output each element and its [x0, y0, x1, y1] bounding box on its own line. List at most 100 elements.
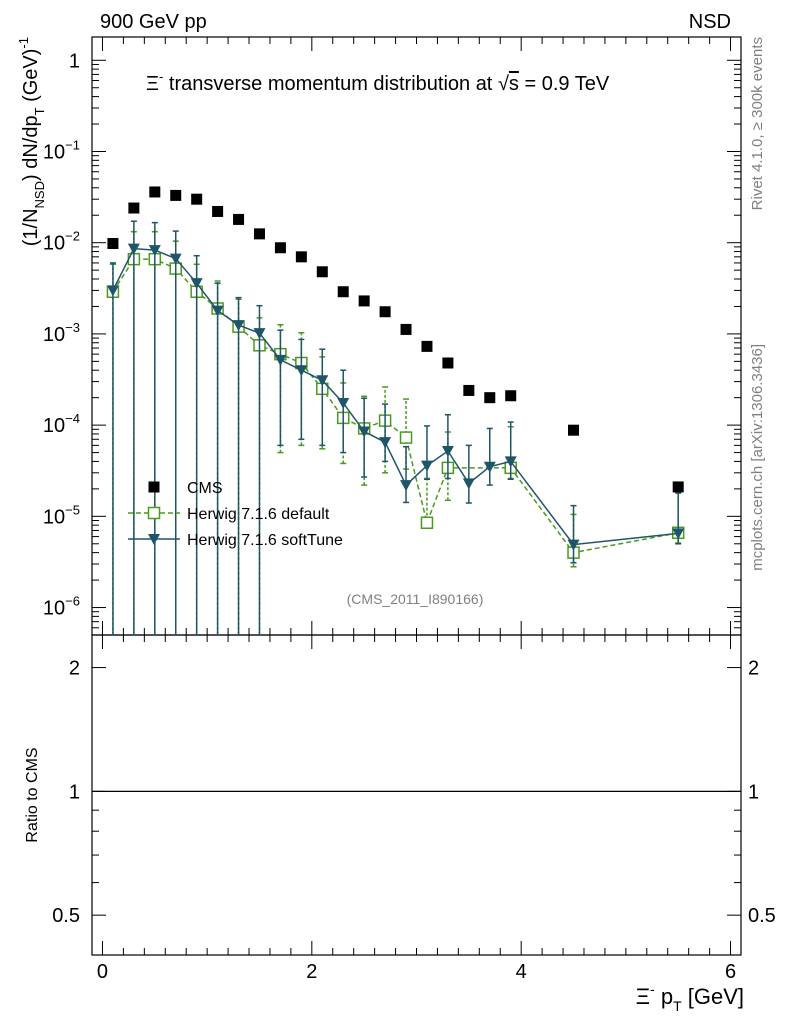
herwig-softtune-point	[441, 446, 454, 458]
cms-point	[316, 266, 328, 278]
ratio-y-tick-label-left: 0.5	[52, 905, 80, 927]
title-text: transverse momentum distribution at	[163, 73, 498, 95]
herwig-softtune-point	[295, 365, 308, 377]
ylabel-b: ) dN/dp	[20, 115, 42, 181]
herwig-softtune-point	[400, 480, 413, 492]
y-tick-exponent: −4	[65, 411, 80, 426]
header-right-label: NSD	[689, 11, 731, 33]
herwig-softtune-point	[127, 243, 140, 255]
herwig-softtune-point	[504, 456, 517, 468]
herwig-softtune-point	[672, 528, 685, 540]
y-tick-label: 1	[69, 50, 80, 72]
x-tick-label: 6	[725, 961, 736, 983]
y-tick-base: 10	[43, 324, 65, 346]
analysis-label: (CMS_2011_I890166)	[347, 591, 484, 607]
herwig-default-point	[399, 431, 413, 444]
ratio-y-tick-label-left: 2	[69, 658, 80, 680]
x-tick-label: 0	[97, 961, 108, 983]
ylabel-a-sub: NSD	[32, 181, 47, 208]
series-herwig-default	[106, 230, 685, 635]
cms-point	[672, 481, 684, 493]
xlabel-xi-sup: -	[650, 981, 655, 997]
x-tick-label: 4	[516, 961, 527, 983]
ratio-panel-frame	[91, 634, 742, 956]
cms-point	[149, 186, 161, 198]
cms-point	[295, 251, 307, 263]
cms-point	[505, 390, 517, 402]
herwig-softtune-point	[211, 305, 224, 317]
herwig-default-point	[420, 516, 434, 530]
cms-point	[400, 323, 412, 335]
cms-point	[233, 213, 245, 225]
cms-point	[379, 306, 391, 318]
cms-point	[568, 424, 580, 436]
y-tick-label: 10−1	[43, 137, 80, 163]
cms-point	[274, 242, 286, 254]
y-tick-label: 10−5	[43, 502, 80, 528]
sqrt-symbol: √	[498, 73, 509, 95]
herwig-softtune-point	[567, 539, 580, 551]
herwig-softtune-point	[316, 375, 329, 387]
x-tick-label: 2	[306, 961, 317, 983]
ylabel-a: (1/N	[20, 208, 42, 246]
cms-point	[421, 340, 433, 352]
y-tick-base: 10	[43, 598, 65, 620]
y-tick-base: 10	[43, 506, 65, 528]
legend-label: Herwig 7.1.6 softTune	[187, 532, 343, 549]
y-tick-exponent: −6	[65, 594, 80, 609]
xlabel-p-sub: T	[673, 998, 682, 1014]
title-energy: = 0.9 TeV	[519, 73, 610, 95]
cms-point	[212, 205, 224, 217]
herwig-softtune-point	[462, 478, 475, 490]
ratio-axis-ticks: 0 2 4 6 0.5 0.5 1 1 2 2	[52, 635, 776, 983]
y-tick-label: 10−6	[43, 594, 80, 620]
herwig-softtune-point	[274, 354, 287, 366]
y-tick-exponent: −3	[65, 320, 80, 335]
herwig-softtune-point	[337, 397, 350, 409]
cms-point	[484, 392, 496, 404]
herwig-softtune-point	[148, 245, 161, 257]
cms-point	[191, 193, 203, 205]
legend-softtune-marker	[148, 534, 160, 545]
y-tick-exponent: −2	[65, 229, 80, 244]
xlabel-xi: Ξ	[636, 984, 650, 1009]
cms-point	[107, 238, 119, 250]
header-left-label: 900 GeV pp	[100, 11, 207, 33]
y-tick-exponent: −1	[65, 137, 80, 152]
cms-point	[128, 202, 140, 214]
ratio-ylabel: Ratio to CMS	[24, 747, 41, 842]
legend-label: CMS	[187, 480, 223, 497]
main-axis-ticks: 110−110−210−310−410−510−6	[43, 37, 741, 636]
herwig-softtune-point	[253, 328, 266, 340]
cms-point	[463, 384, 475, 396]
herwig-softtune-point	[379, 437, 392, 449]
title-xi: Ξ	[146, 73, 159, 95]
ylabel-c-sup: -1	[16, 37, 31, 49]
rivet-label: Rivet 4.1.0, ≥ 300k events	[749, 37, 766, 210]
series-layer	[106, 186, 685, 635]
cms-point	[358, 295, 370, 307]
ratio-y-tick-label-right: 2	[748, 658, 759, 680]
series-herwig-softtune	[106, 220, 685, 635]
herwig-softtune-point	[420, 460, 433, 472]
herwig-softtune-point	[232, 320, 245, 332]
series-cms	[107, 186, 684, 493]
xlabel-unit: [GeV]	[682, 984, 744, 1009]
cms-point	[337, 286, 349, 298]
x-axis-label: Ξ- pT [GeV]	[636, 981, 744, 1014]
herwig-softtune-point	[169, 253, 182, 265]
y-tick-base: 10	[43, 233, 65, 255]
main-ylabel: (1/NNSD) dN/dpT (GeV)-1	[16, 37, 47, 246]
y-tick-label: 10−3	[43, 320, 80, 346]
title-xi-sup: -	[159, 69, 163, 84]
ratio-y-tick-label-left: 1	[69, 781, 80, 803]
ratio-y-tick-label-right: 0.5	[748, 905, 776, 927]
cms-point	[170, 189, 182, 201]
legend-label: Herwig 7.1.6 default	[187, 506, 330, 523]
y-tick-base: 10	[43, 141, 65, 163]
ylabel-c: (GeV)	[20, 49, 42, 108]
y-tick-label: 10−2	[43, 229, 80, 255]
y-tick-exponent: −5	[65, 502, 80, 517]
mcplots-label: mcplots.cern.ch [arXiv:1306.3436]	[749, 344, 766, 571]
herwig-softtune-point	[358, 426, 371, 438]
